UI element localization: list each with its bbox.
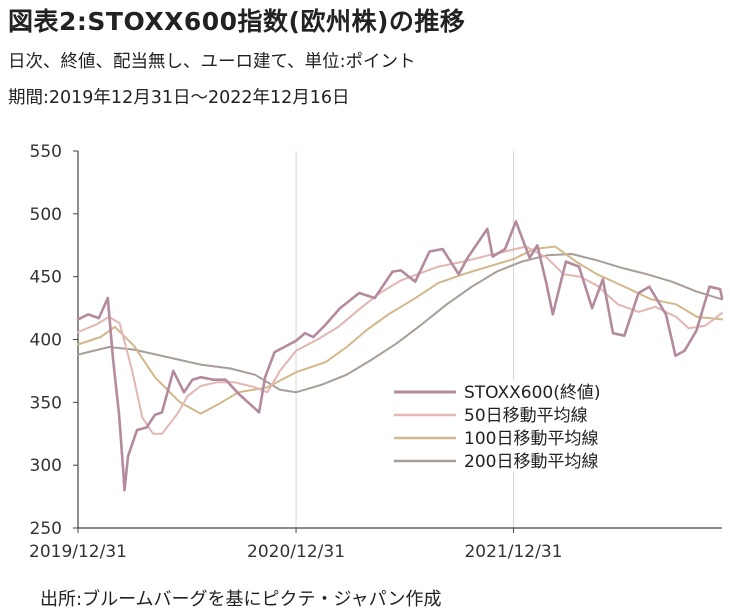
y-tick-label: 450 bbox=[30, 268, 62, 288]
series-line-ma-100 bbox=[77, 245, 723, 415]
y-tick-label: 500 bbox=[30, 205, 62, 225]
chart-subtitle: 日次、終値、配当無し、ユーロ建て、単位:ポイント bbox=[8, 52, 416, 72]
legend-bg bbox=[390, 380, 650, 402]
series-line-ma-200 bbox=[77, 253, 723, 394]
legend-label-ma-50: 50日移動平均線 bbox=[464, 406, 588, 426]
x-tick-labels: 2019/12/31 2020/12/31 2021/12/31 bbox=[29, 542, 562, 562]
legend-label-ma-100: 100日移動平均線 bbox=[464, 429, 598, 449]
y-tick-label: 400 bbox=[30, 331, 62, 351]
y-tick-label: 550 bbox=[30, 142, 62, 162]
legend: STOXX600(終値) 50日移動平均線 100日移動平均線 200日移動平均線 bbox=[390, 380, 650, 472]
y-tick-label: 350 bbox=[30, 393, 62, 413]
axes bbox=[73, 150, 722, 533]
legend-bg bbox=[390, 449, 650, 471]
series-line-ma-50 bbox=[77, 245, 723, 435]
series-lines bbox=[76, 220, 724, 492]
source-note: 出所:ブルームバーグを基にピクテ・ジャパン作成 bbox=[40, 589, 442, 610]
legend-label-ma-200: 200日移動平均線 bbox=[464, 452, 598, 472]
y-tick-labels: 550 500 450 400 350 300 250 bbox=[30, 142, 62, 539]
series-line-stoxx600-close bbox=[76, 220, 724, 492]
y-tick-label: 300 bbox=[30, 456, 62, 476]
chart-period: 期間:2019年12月31日〜2022年12月16日 bbox=[8, 88, 350, 108]
legend-label-stoxx600-close: STOXX600(終値) bbox=[464, 383, 600, 403]
x-tick-label: 2019/12/31 bbox=[29, 542, 127, 562]
x-tick-label: 2021/12/31 bbox=[464, 542, 562, 562]
legend-bg bbox=[390, 426, 650, 448]
x-tick-label: 2020/12/31 bbox=[247, 542, 345, 562]
y-tick-label: 250 bbox=[30, 519, 62, 539]
chart-title: 図表2:STOXX600指数(欧州株)の推移 bbox=[8, 7, 466, 36]
legend-bg bbox=[390, 403, 650, 425]
